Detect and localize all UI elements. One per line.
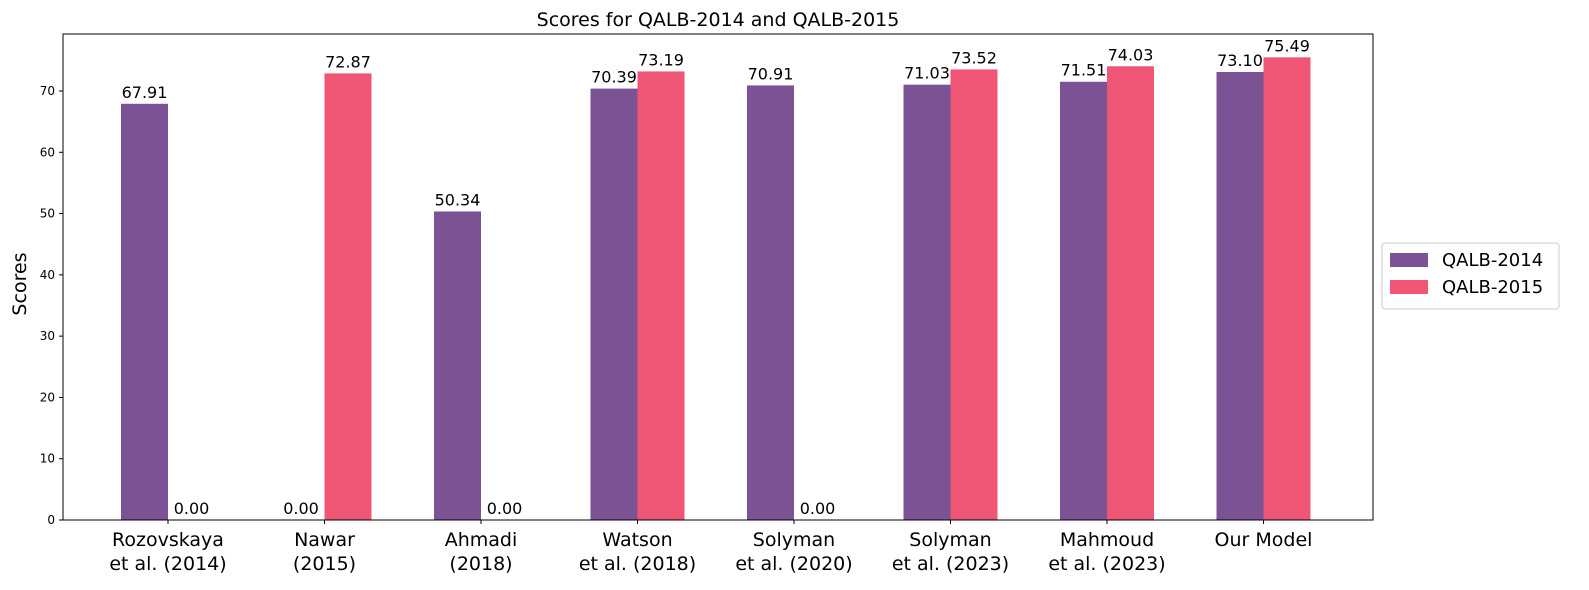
x-tick-label: Ahmadi [445,529,518,551]
data-label: 72.87 [325,52,371,71]
legend-label: QALB-2015 [1442,277,1543,298]
y-tick-label: 50 [40,207,55,221]
data-label: 0.00 [174,499,210,518]
bar-qalb-2014 [903,84,951,521]
x-tick-label: Solyman [753,529,835,551]
y-tick-label: 10 [40,452,55,466]
y-tick-label: 30 [40,329,55,343]
bar-qalb-2015 [1263,57,1311,520]
data-label: 73.19 [638,50,684,69]
bar-qalb-2015 [1107,66,1154,521]
x-tick-label: Rozovskaya [112,529,224,551]
data-label: 71.03 [904,64,950,83]
data-label: 75.49 [1264,36,1310,55]
y-tick-label: 0 [47,513,55,527]
data-label: 73.52 [951,48,997,67]
x-tick-label: Mahmoud [1060,529,1154,551]
legend-swatch-qalb-2015 [1390,280,1428,294]
x-tick-label: et al. (2018) [579,553,696,575]
x-tick-label: et al. (2023) [1048,553,1165,575]
bar-qalb-2014 [747,85,794,521]
bar-qalb-2014 [590,88,638,521]
bar-qalb-2015 [637,71,685,521]
x-tick-label: et al. (2020) [735,553,852,575]
data-label: 50.34 [435,190,481,209]
bar-qalb-2015 [324,73,372,521]
x-tick-label: Nawar [294,529,355,551]
data-label: 70.91 [748,64,794,83]
data-label: 0.00 [283,499,319,518]
x-tick-label: (2015) [293,553,356,575]
bars [121,57,1311,521]
y-tick-label: 70 [40,84,55,98]
legend-swatch-qalb-2014 [1390,253,1428,267]
y-tick-label: 20 [40,390,55,404]
bar-qalb-2014 [1216,71,1264,521]
data-label: 73.10 [1217,51,1263,70]
data-label: 0.00 [800,499,836,518]
plot-area-frame [62,33,1374,521]
legend: QALB-2014 QALB-2015 [1381,242,1560,310]
y-axis-label: Scores [9,252,31,315]
y-axis-ticks: 0 10 20 30 40 50 60 70 [40,84,63,527]
x-tick-label: Solyman [909,529,991,551]
bar-qalb-2014 [434,211,481,521]
x-tick-label: et al. (2023) [892,553,1009,575]
x-tick-label: (2018) [449,553,512,575]
data-label: 0.00 [487,499,523,518]
chart-title: Scores for QALB-2014 and QALB-2015 [537,9,900,31]
y-tick-label: 40 [40,268,55,282]
data-label: 67.91 [122,83,168,102]
data-label: 74.03 [1108,45,1154,64]
x-tick-label: Our Model [1215,529,1313,551]
bar-qalb-2014 [1060,81,1107,520]
bar-qalb-2015 [950,69,998,520]
legend-label: QALB-2014 [1442,250,1543,271]
y-tick-label: 60 [40,145,55,159]
x-tick-label: Watson [602,529,672,551]
x-tick-label: et al. (2014) [109,553,226,575]
bar-qalb-2014 [121,103,168,520]
data-label: 71.51 [1061,61,1107,80]
data-label: 70.39 [591,68,637,87]
